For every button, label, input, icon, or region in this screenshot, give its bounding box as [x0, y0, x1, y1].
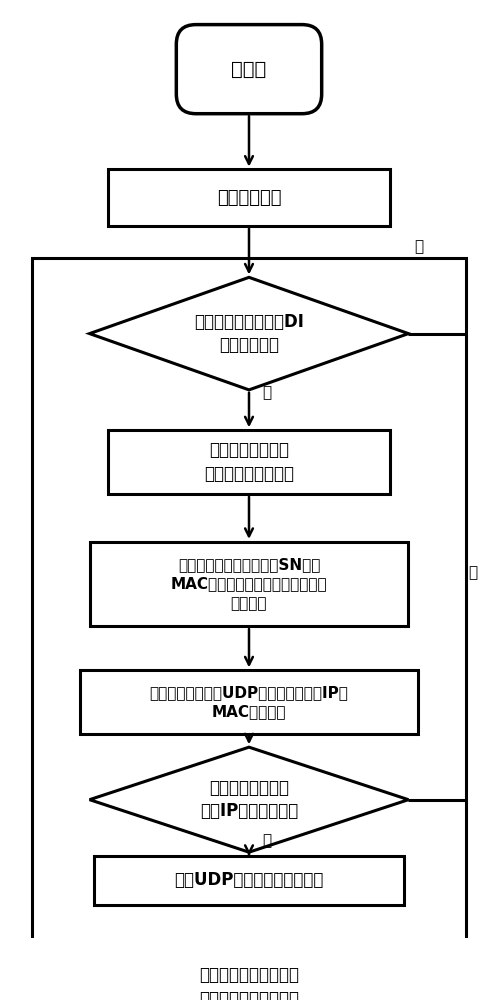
Text: 是否接收到监控仪
设置IP成功的信息？: 是否接收到监控仪 设置IP成功的信息？	[200, 779, 298, 820]
Bar	[90, 542, 408, 626]
Text: 扫描该工位上的监控仪的SN以及
MAC地址，扫描到则使该工位的指
示灯熄灭: 扫描该工位上的监控仪的SN以及 MAC地址，扫描到则使该工位的指 示灯熄灭	[171, 557, 327, 611]
Text: 确定属于哪个工位
将对应工位的灯点亮: 确定属于哪个工位 将对应工位的灯点亮	[204, 441, 294, 483]
Text: 通过UDP广播下发已设置命令: 通过UDP广播下发已设置命令	[174, 871, 324, 889]
Polygon shape	[90, 277, 408, 390]
Bar	[94, 856, 404, 905]
Text: 否: 否	[469, 565, 478, 580]
Bar	[109, 169, 389, 226]
Text: 否: 否	[414, 239, 423, 254]
Text: 根据工位号，通过UDP广播下发预设的IP、
MAC设置命令: 根据工位号，通过UDP广播下发预设的IP、 MAC设置命令	[149, 685, 349, 720]
Text: 检测智能监控模块的DI
是否有变化？: 检测智能监控模块的DI 是否有变化？	[194, 313, 304, 354]
Text: 点击开始测试: 点击开始测试	[217, 189, 281, 207]
Text: 将该工位的指示灯点亮
开始进行该工位的测试: 将该工位的指示灯点亮 开始进行该工位的测试	[199, 966, 299, 1000]
Polygon shape	[90, 747, 408, 852]
FancyBboxPatch shape	[176, 25, 322, 114]
Bar	[32, 258, 466, 1000]
Bar	[80, 670, 418, 734]
Text: 是: 是	[262, 385, 271, 400]
Text: 上位机: 上位机	[232, 60, 266, 79]
Bar	[94, 959, 404, 1000]
Bar	[109, 430, 389, 494]
Text: 是: 是	[262, 833, 271, 848]
